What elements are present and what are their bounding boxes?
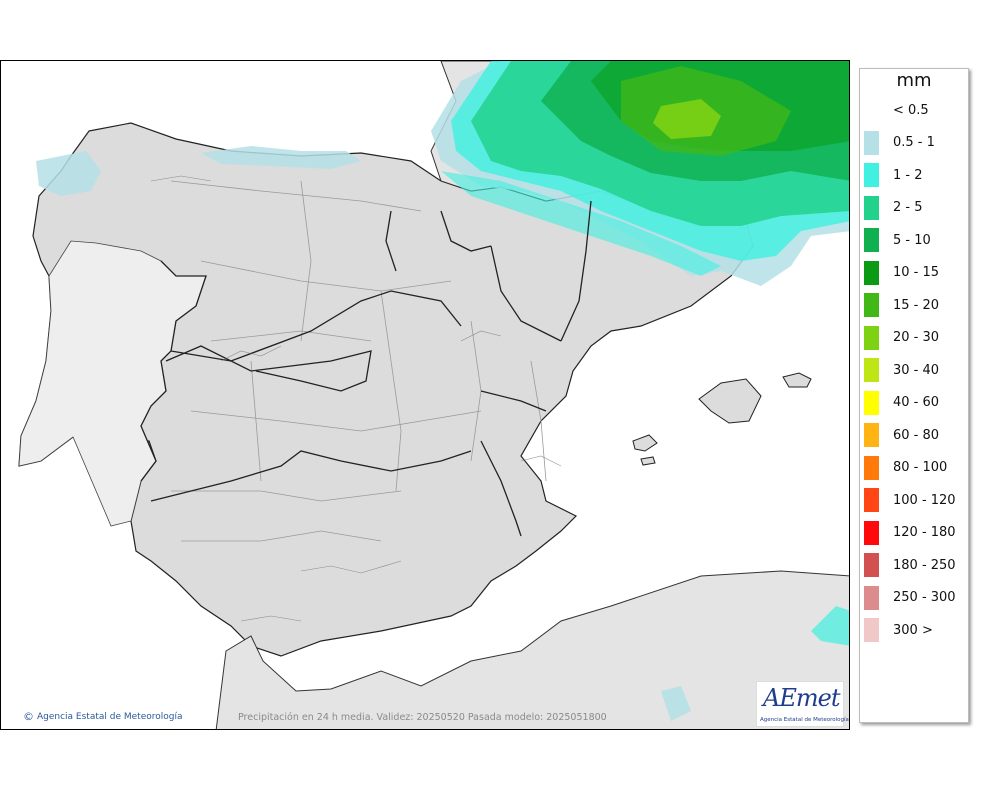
legend-label: 1 - 2 [893,167,923,183]
legend-item: 80 - 100 [864,454,947,482]
legend-swatch [864,585,879,610]
legend-label: 0.5 - 1 [893,135,935,150]
logo-subtext: Agencia Estatal de Meteorología [760,717,849,723]
legend-item: 0.5 - 1 [864,129,935,157]
legend-label: 2 - 5 [893,200,923,215]
map-canvas [18,61,849,729]
legend-label: 60 - 80 [893,427,940,443]
aemet-logo: AEmet Agencia Estatal de Meteorología [756,681,849,727]
legend-item: 250 - 300 [864,584,956,612]
legend-label: < 0.5 [893,102,929,118]
north-africa [215,570,849,729]
legend-item: 5 - 10 [864,226,931,254]
legend-swatch [864,520,879,545]
legend-item: 30 - 40 [864,356,939,384]
relief-shading [150,175,562,622]
legend-swatch [864,98,879,122]
legend-label: 30 - 40 [893,362,940,378]
legend-swatch [864,358,879,382]
agency-name: Agencia Estatal de Meteorología [37,711,183,722]
legend-item: 15 - 20 [864,291,939,319]
ibiza [632,434,658,452]
legend-label: 80 - 100 [893,460,948,475]
legend-label: 10 - 15 [893,265,940,280]
legend-swatch [864,130,879,155]
province-borders [170,180,547,542]
precip-cantabrian [201,146,361,169]
mallorca [698,378,762,424]
precipitation-legend: mm < 0.5 0.5 - 1 1 - 2 2 - 5 5 - 10 10 - 15 15… [859,68,969,723]
precip-galicia [36,151,101,196]
legend-item: 2 - 5 [864,194,923,222]
legend-swatch [864,455,879,480]
legend-swatch [864,293,879,317]
legend-item: 100 - 120 [864,486,956,514]
legend-item: 1 - 2 [864,161,923,189]
legend-item: 180 - 250 [864,551,956,579]
legend-label: 20 - 30 [893,330,940,345]
legend-label: 100 - 120 [893,492,956,508]
legend-label: 250 - 300 [893,590,956,605]
legend-label: 15 - 20 [893,297,940,313]
legend-swatch [864,553,879,577]
legend-swatch [864,163,879,187]
precip-alboran [661,686,691,721]
formentera [640,456,656,466]
precip-20-30 [653,99,721,139]
legend-item: < 0.5 [864,96,929,124]
copyright-icon: © [23,710,34,723]
legend-swatch [864,325,879,350]
legend-label: 120 - 180 [893,525,956,540]
legend-item: 60 - 80 [864,421,939,449]
menorca [782,372,812,388]
legend-unit: mm [896,70,932,91]
legend-swatch [864,423,879,447]
legend-label: 300 > [893,622,933,638]
legend-item: 120 - 180 [864,519,956,547]
legend-swatch [864,488,879,512]
precipitation-map: © Agencia Estatal de Meteorología Precip… [0,60,850,730]
legend-swatch [864,260,879,285]
legend-item: 20 - 30 [864,324,939,352]
legend-swatch [864,228,879,252]
legend-swatch [864,618,879,642]
legend-swatch [864,195,879,220]
legend-label: 5 - 10 [893,232,931,248]
precip-algeria [811,606,849,646]
legend-swatch [864,390,879,415]
agency-credit: © Agencia Estatal de Meteorología [23,710,183,723]
legend-label: 180 - 250 [893,557,956,573]
legend-item: 300 > [864,616,933,644]
legend-item: 40 - 60 [864,389,939,417]
legend-item: 10 - 15 [864,259,939,287]
precip-ne-coast [441,171,721,276]
region-borders [140,200,592,537]
legend-label: 40 - 60 [893,395,940,410]
map-caption: Precipitación en 24 h media. Validez: 20… [238,712,607,723]
logo-wordmark: AEmet [763,684,840,712]
